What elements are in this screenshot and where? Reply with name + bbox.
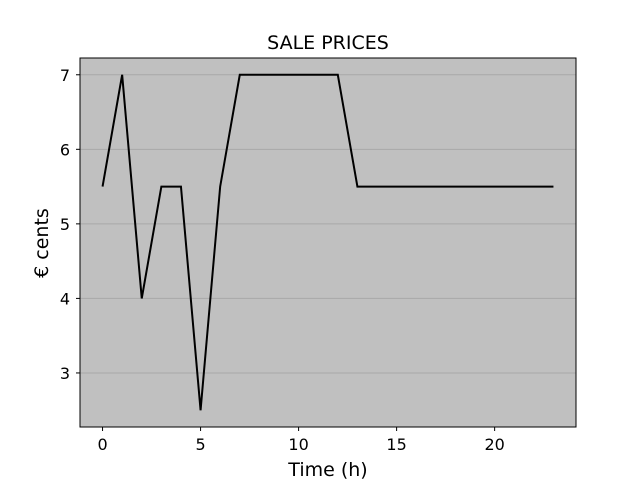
x-tick-label: 20 — [484, 435, 504, 454]
x-axis-label: Time (h) — [287, 459, 367, 480]
y-tick-label: 3 — [60, 364, 70, 383]
x-tick-label: 5 — [195, 435, 205, 454]
y-tick-label: 5 — [60, 215, 70, 234]
x-tick-label: 10 — [288, 435, 308, 454]
x-axis: 0 5 10 15 20 — [97, 427, 505, 454]
x-tick-label: 15 — [386, 435, 406, 454]
plot-area — [80, 58, 576, 427]
series-line-sale-prices — [101, 73, 554, 411]
x-tick-label: 0 — [97, 435, 107, 454]
plot-frame — [79, 57, 577, 428]
y-tick-label: 7 — [60, 66, 70, 85]
y-tick-label: 4 — [60, 289, 70, 308]
y-axis: 3 4 5 6 7 — [60, 66, 80, 383]
chart-title: SALE PRICES — [267, 32, 389, 54]
y-axis-label: € cents — [31, 208, 53, 278]
y-tick-label: 6 — [60, 140, 70, 159]
